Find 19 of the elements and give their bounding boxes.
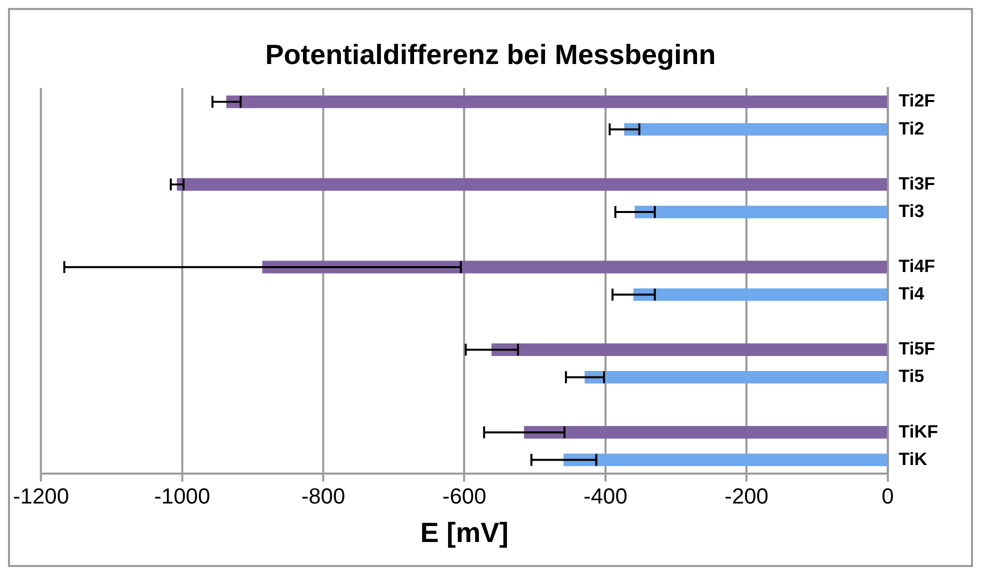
y-tick-label: Ti4 bbox=[898, 284, 924, 304]
chart-title: Potentialdifferenz bei Messbeginn bbox=[265, 39, 716, 70]
x-tick-label: -800 bbox=[301, 484, 346, 509]
x-tick-label: -1200 bbox=[13, 484, 70, 509]
x-tick-label: -1000 bbox=[154, 484, 210, 509]
y-tick-label: Ti3 bbox=[898, 200, 924, 221]
y-tick-label: Ti2F bbox=[898, 90, 936, 111]
y-tick-label: Ti5 bbox=[898, 366, 924, 386]
x-tick-label: 0 bbox=[882, 484, 894, 509]
y-tick-label: Ti3F bbox=[898, 173, 936, 194]
x-tick-label: -600 bbox=[442, 484, 486, 509]
y-tick-label: Ti4F bbox=[898, 256, 936, 276]
y-tick-label: TiK bbox=[898, 448, 928, 469]
x-tick-label: -400 bbox=[584, 484, 628, 509]
x-tick-label: -200 bbox=[724, 484, 768, 509]
y-tick-label: Ti2 bbox=[898, 118, 924, 138]
x-axis-title: E [mV] bbox=[420, 517, 508, 548]
y-tick-label: Ti5F bbox=[898, 338, 936, 359]
y-tick-label: TiKF bbox=[898, 421, 938, 442]
